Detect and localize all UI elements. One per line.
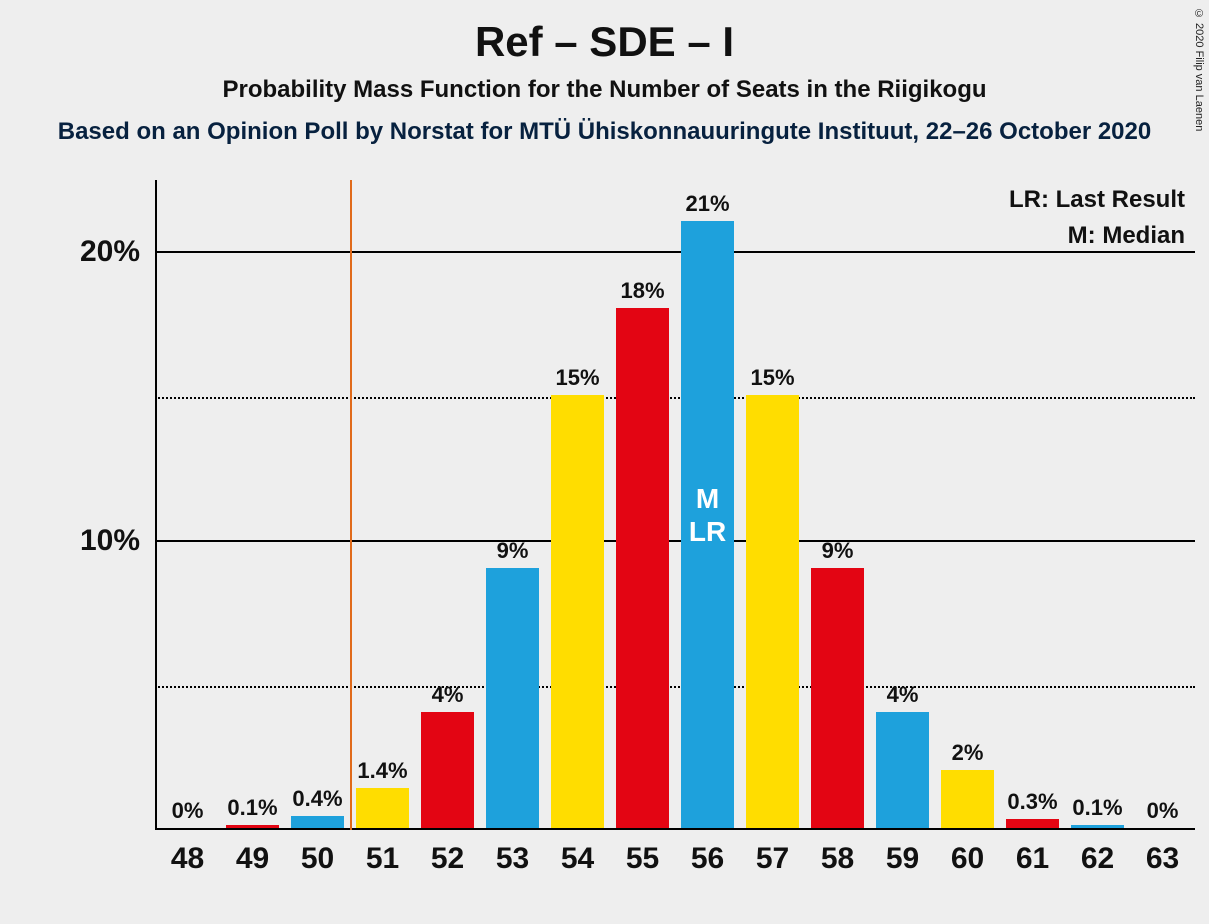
bar-value-label: 15% [555, 365, 599, 391]
bar [941, 770, 994, 828]
bar-value-label: 15% [750, 365, 794, 391]
x-tick-label: 50 [301, 842, 334, 876]
bar [421, 712, 474, 828]
y-tick-label: 10% [80, 524, 140, 558]
bar-value-label: 2% [952, 740, 984, 766]
chart-area: 10%20%484950515253545556575859606162630%… [155, 180, 1195, 830]
x-tick-label: 56 [691, 842, 724, 876]
x-tick-label: 51 [366, 842, 399, 876]
bar-value-label: 0% [1147, 798, 1179, 824]
bar [1071, 825, 1124, 828]
bar-value-label: 0.1% [227, 795, 277, 821]
gridline-major [155, 540, 1195, 542]
chart-subtitle: Probability Mass Function for the Number… [0, 76, 1209, 104]
bar-value-label: 4% [432, 682, 464, 708]
copyright-text: © 2020 Filip van Laenen [1193, 8, 1205, 131]
gridline-minor [155, 397, 1195, 399]
bar-value-label: 21% [685, 191, 729, 217]
x-tick-label: 59 [886, 842, 919, 876]
legend-lr: LR: Last Result [1009, 186, 1185, 214]
y-axis [155, 180, 157, 830]
x-tick-label: 49 [236, 842, 269, 876]
x-tick-label: 55 [626, 842, 659, 876]
y-tick-label: 20% [80, 235, 140, 269]
bar-value-label: 18% [620, 278, 664, 304]
chart-title: Ref – SDE – I [0, 0, 1209, 66]
bar-value-label: 0% [172, 798, 204, 824]
bar-value-label: 0.4% [292, 786, 342, 812]
bar [551, 395, 604, 828]
bar-value-label: 9% [497, 538, 529, 564]
bar-value-label: 0.3% [1007, 789, 1057, 815]
bar-value-label: 1.4% [357, 758, 407, 784]
x-tick-label: 57 [756, 842, 789, 876]
x-tick-label: 61 [1016, 842, 1049, 876]
legend-m: M: Median [1068, 222, 1185, 250]
bar-value-label: 0.1% [1072, 795, 1122, 821]
x-tick-label: 52 [431, 842, 464, 876]
gridline-major [155, 251, 1195, 253]
x-axis [155, 828, 1195, 830]
x-tick-label: 62 [1081, 842, 1114, 876]
median-marker: MLR [689, 483, 726, 547]
x-tick-label: 48 [171, 842, 204, 876]
x-tick-label: 60 [951, 842, 984, 876]
gridline-minor [155, 686, 1195, 688]
bar [1006, 819, 1059, 828]
bar [291, 816, 344, 828]
x-tick-label: 54 [561, 842, 594, 876]
bar-value-label: 4% [887, 682, 919, 708]
bar-value-label: 9% [822, 538, 854, 564]
bar [616, 308, 669, 828]
majority-line [350, 180, 352, 830]
bar [486, 568, 539, 828]
bar [356, 788, 409, 828]
chart-source: Based on an Opinion Poll by Norstat for … [0, 118, 1209, 146]
x-tick-label: 58 [821, 842, 854, 876]
x-tick-label: 63 [1146, 842, 1179, 876]
bar [876, 712, 929, 828]
x-tick-label: 53 [496, 842, 529, 876]
median-m: M [689, 483, 726, 515]
bar [746, 395, 799, 828]
bar [811, 568, 864, 828]
median-lr: LR [689, 516, 726, 548]
bar [226, 825, 279, 828]
